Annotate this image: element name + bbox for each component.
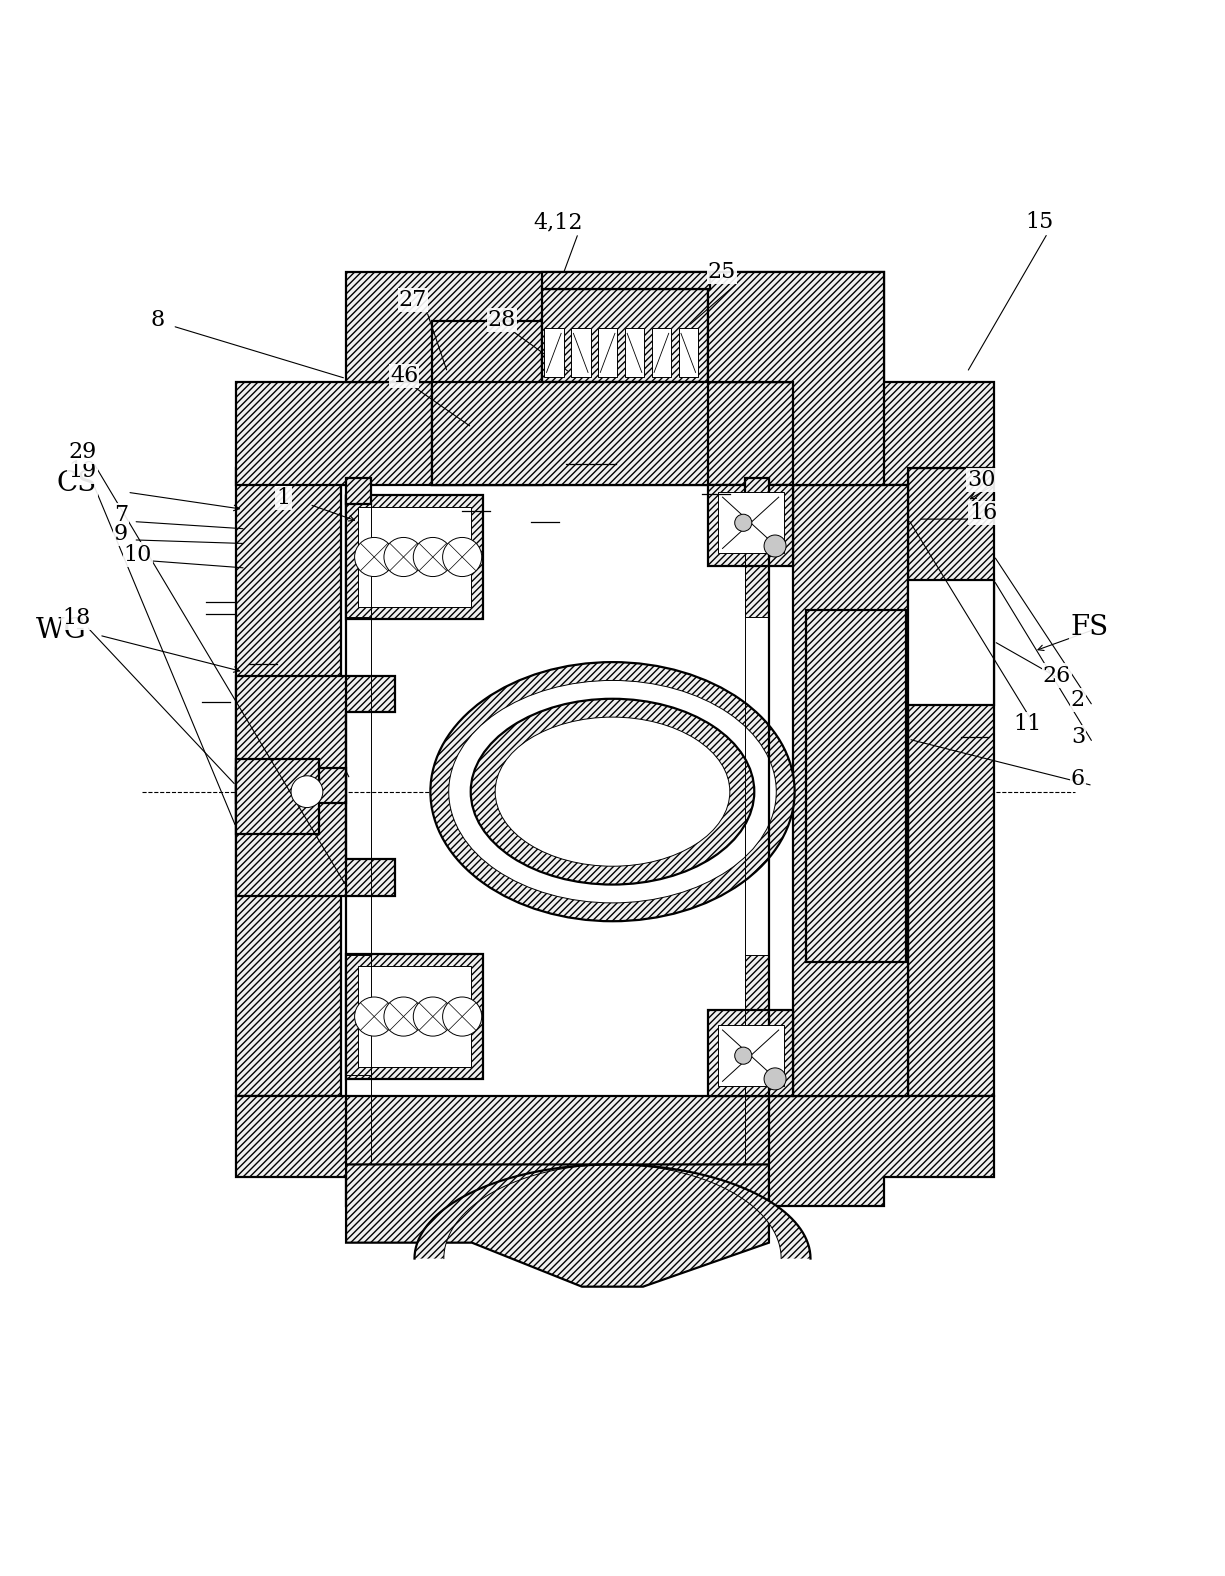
- Bar: [358, 966, 470, 1067]
- Polygon shape: [345, 273, 883, 383]
- Circle shape: [735, 1046, 752, 1064]
- Text: 29: 29: [69, 441, 97, 463]
- Polygon shape: [236, 1095, 993, 1206]
- Polygon shape: [236, 676, 394, 895]
- Polygon shape: [431, 322, 541, 485]
- Bar: [718, 1024, 784, 1086]
- Circle shape: [292, 775, 323, 807]
- Circle shape: [354, 537, 393, 577]
- Bar: [718, 492, 784, 553]
- Polygon shape: [708, 273, 883, 485]
- Polygon shape: [908, 468, 993, 1095]
- Bar: [345, 496, 370, 616]
- Text: 2: 2: [1071, 689, 1085, 711]
- Bar: [236, 769, 345, 802]
- Bar: [236, 758, 320, 834]
- Polygon shape: [236, 468, 342, 1095]
- Text: 25: 25: [708, 262, 736, 284]
- Bar: [745, 478, 769, 504]
- Bar: [625, 328, 644, 377]
- Bar: [745, 955, 769, 1075]
- Text: 46: 46: [390, 366, 418, 388]
- Polygon shape: [345, 1165, 769, 1286]
- Polygon shape: [236, 383, 993, 485]
- Text: 28: 28: [488, 309, 516, 331]
- Text: 8: 8: [151, 309, 164, 331]
- Bar: [358, 507, 470, 607]
- Circle shape: [413, 537, 452, 577]
- Polygon shape: [431, 383, 708, 485]
- Circle shape: [442, 537, 481, 577]
- Text: 4,12: 4,12: [533, 211, 583, 233]
- Bar: [541, 273, 710, 290]
- Circle shape: [764, 1069, 786, 1091]
- Circle shape: [383, 998, 423, 1035]
- Text: 9: 9: [114, 523, 127, 545]
- Text: 7: 7: [114, 504, 127, 526]
- Text: FS: FS: [1071, 615, 1109, 641]
- Text: 19: 19: [69, 460, 97, 482]
- Text: CS: CS: [56, 470, 97, 496]
- Text: 30: 30: [967, 470, 996, 492]
- Bar: [806, 610, 905, 961]
- Bar: [598, 328, 617, 377]
- Bar: [908, 580, 993, 704]
- Text: 10: 10: [124, 544, 152, 566]
- Ellipse shape: [430, 662, 795, 922]
- Text: WG: WG: [36, 616, 86, 643]
- Text: 3: 3: [1071, 725, 1085, 747]
- Ellipse shape: [470, 698, 755, 884]
- Polygon shape: [708, 1010, 794, 1095]
- Ellipse shape: [448, 681, 777, 903]
- Circle shape: [735, 514, 752, 531]
- Circle shape: [354, 998, 393, 1035]
- Polygon shape: [541, 290, 708, 383]
- Circle shape: [413, 998, 452, 1035]
- Text: 11: 11: [1013, 714, 1041, 736]
- Text: 27: 27: [398, 290, 426, 312]
- Circle shape: [764, 534, 786, 556]
- Text: 6: 6: [1071, 769, 1085, 791]
- Bar: [745, 496, 769, 616]
- Bar: [345, 478, 370, 504]
- Text: 15: 15: [1025, 211, 1054, 233]
- Bar: [345, 495, 483, 619]
- Bar: [345, 955, 370, 1075]
- Circle shape: [383, 537, 423, 577]
- Ellipse shape: [495, 717, 730, 867]
- Text: 18: 18: [62, 607, 91, 629]
- Bar: [679, 328, 698, 377]
- Bar: [571, 328, 590, 377]
- Text: 26: 26: [1042, 665, 1071, 687]
- Bar: [652, 328, 671, 377]
- Bar: [544, 328, 564, 377]
- Bar: [345, 953, 483, 1080]
- Polygon shape: [708, 485, 794, 566]
- Polygon shape: [794, 485, 908, 1095]
- Text: 1: 1: [277, 487, 290, 509]
- Circle shape: [442, 998, 481, 1035]
- Polygon shape: [414, 1165, 811, 1259]
- Text: 16: 16: [969, 503, 997, 523]
